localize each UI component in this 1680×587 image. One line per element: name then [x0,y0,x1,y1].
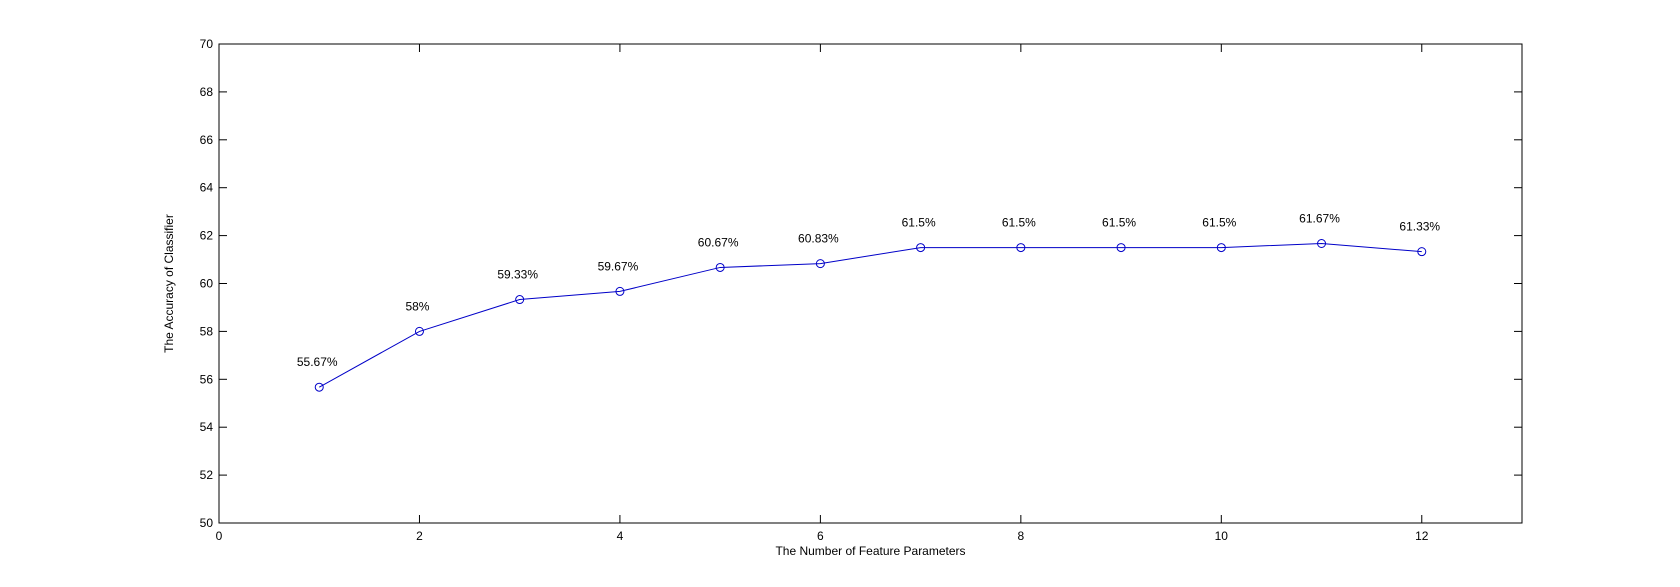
data-point [615,286,625,296]
series-markers [314,239,1427,392]
data-point [515,295,525,305]
data-point [815,259,825,269]
y-axis-label: The Accuracy of Classifier [162,214,176,353]
y-tick-label: 68 [200,85,214,99]
x-tick-label: 6 [817,529,824,543]
data-label: 61.33% [1399,220,1440,234]
x-tick-label: 10 [1215,529,1229,543]
y-axis-ticks: 50 52 54 56 58 60 62 64 66 68 70 [200,37,1522,530]
data-labels: 55.67% 58% 59.33% 59.67% 60.67% 60.83% 61.5% 61… [297,212,1441,370]
data-label: 59.67% [598,259,639,273]
x-tick-label: 8 [1018,529,1025,543]
x-axis-label: The Number of Feature Parameters [775,544,965,558]
series-line [318,242,1422,388]
y-tick-label: 70 [200,37,214,51]
data-point [715,262,725,272]
data-point [1317,239,1327,249]
x-tick-label: 12 [1415,529,1429,543]
data-label: 60.67% [698,235,739,249]
x-tick-label: 0 [216,529,223,543]
y-tick-label: 64 [200,181,214,195]
x-tick-label: 4 [617,529,624,543]
data-label: 61.5% [902,216,936,230]
y-tick-label: 62 [200,229,214,243]
y-tick-label: 52 [200,468,214,482]
x-axis-ticks: 0 2 4 6 8 10 12 [216,44,1429,543]
data-label: 58% [405,299,429,313]
y-tick-label: 54 [200,420,214,434]
y-tick-label: 58 [200,324,214,338]
y-tick-label: 66 [200,133,214,147]
data-point [1216,243,1226,253]
data-point [414,326,424,336]
data-point [1116,243,1126,253]
data-point [916,243,926,253]
data-label: 61.5% [1202,216,1236,230]
data-point [1417,247,1427,257]
data-label: 59.33% [497,268,538,282]
plot-area [218,43,1523,524]
x-tick-label: 2 [416,529,423,543]
y-tick-label: 56 [200,372,214,386]
data-label: 55.67% [297,355,338,369]
y-tick-label: 50 [200,516,214,530]
data-label: 61.5% [1002,216,1036,230]
data-point [314,382,324,392]
data-label: 60.83% [798,232,839,246]
y-tick-label: 60 [200,277,214,291]
data-point [1016,243,1026,253]
data-label: 61.5% [1102,216,1136,230]
data-label: 61.67% [1299,212,1340,226]
